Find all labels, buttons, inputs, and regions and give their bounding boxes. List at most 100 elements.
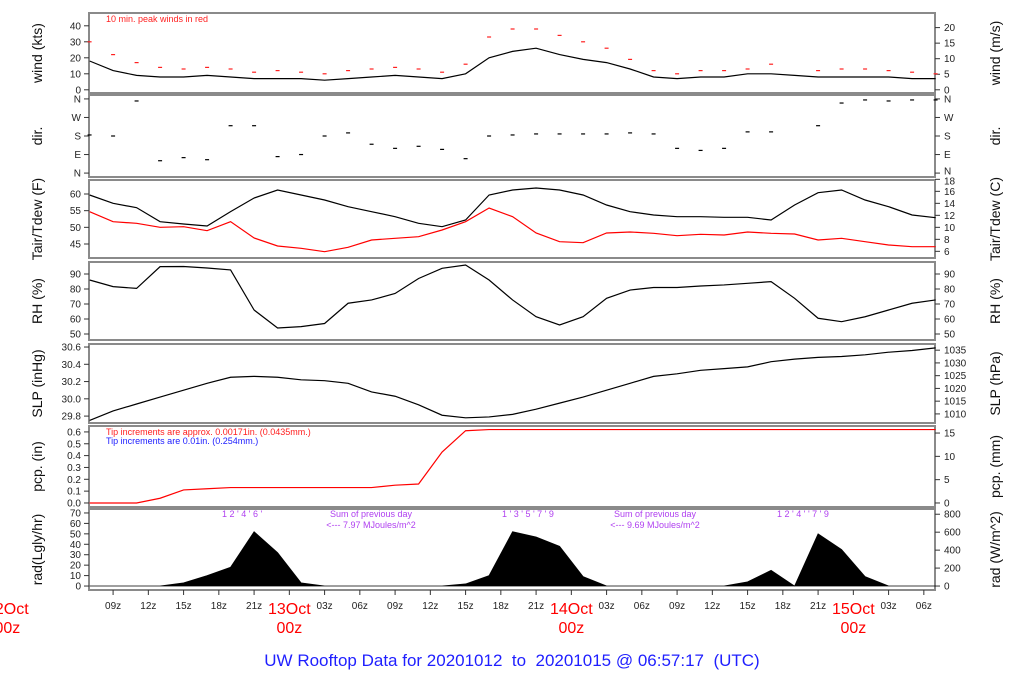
series-line-4-0	[89, 347, 936, 421]
series-area-6-0	[89, 531, 936, 587]
y-axis-label-left: pcp. (in)	[29, 441, 45, 492]
y-axis-label-right: wind (m/s)	[987, 21, 1003, 87]
panel-annotation: 10 min. peak winds in red	[106, 14, 208, 24]
y-tick-label-left: 29.8	[62, 412, 82, 423]
y-tick-label-right: 1015	[944, 397, 967, 408]
series-line-2-1	[89, 207, 936, 253]
series-line-3-0	[89, 264, 936, 329]
y-tick-label-left: 45	[70, 240, 82, 251]
y-tick-label-right: 1030	[944, 358, 967, 369]
y-tick-label-right: 0	[944, 582, 950, 593]
x-tick-label: 18z	[775, 601, 791, 612]
hour-marks: 1 ' 3 ' 5 ' 7 ' 9	[502, 509, 554, 519]
series-line-5-0	[89, 428, 936, 504]
y-tick-label-right: 10	[944, 223, 956, 234]
y-tick-label-left: 60	[70, 519, 82, 530]
y-tick-label-left: 10	[70, 571, 82, 582]
y-tick-label-left: 30.4	[62, 360, 82, 371]
y-tick-label-right: E	[944, 150, 951, 161]
y-tick-label-left: N	[74, 94, 81, 105]
x-tick-label: 09z	[105, 601, 121, 612]
x-tick-label: 06z	[916, 601, 932, 612]
y-tick-label-left: 60	[70, 190, 82, 201]
y-tick-label-left: 60	[70, 315, 82, 326]
x-tick-label: 12z	[422, 601, 438, 612]
panel-annotation: Tip increments are approx. 0.00171in. (0…	[106, 427, 311, 437]
y-axis-label-left: dir.	[29, 127, 45, 146]
y-tick-label-left: 0.5	[67, 439, 81, 450]
y-axis-label-right: SLP (hPa)	[987, 351, 1003, 415]
y-tick-label-right: 16	[944, 187, 956, 198]
y-tick-label-right: 50	[944, 330, 956, 341]
y-tick-label-left: 0.3	[67, 463, 81, 474]
x-tick-label: 06z	[352, 601, 368, 612]
hour-marks: 1 2 ' 4 ' 6 '	[222, 509, 262, 519]
y-tick-label-right: 14	[944, 199, 956, 210]
y-axis-label-right: rad (W/m^2)	[987, 511, 1003, 588]
y-tick-label-left: 0.1	[67, 487, 81, 498]
y-tick-label-right: 5	[944, 70, 950, 81]
y-axis-label-left: rad(Lgly/hr)	[29, 514, 45, 586]
series-line-0-0	[89, 47, 936, 81]
y-tick-label-right: 15	[944, 429, 956, 440]
panel-frame-5	[88, 425, 936, 508]
y-tick-label-left: 20	[70, 53, 82, 64]
y-tick-label-right: 1035	[944, 346, 967, 357]
y-tick-label-left: 50	[70, 223, 82, 234]
x-tick-label: 09z	[669, 601, 685, 612]
day-label-hour: 00z	[840, 620, 866, 637]
y-tick-label-right: 1010	[944, 409, 967, 420]
y-tick-label-left: 20	[70, 561, 82, 572]
panel-frame-0	[88, 12, 936, 94]
panel-frame-2	[88, 179, 936, 259]
y-axis-label-right: dir.	[987, 127, 1003, 146]
y-tick-label-right: 10	[944, 54, 956, 65]
y-tick-label-right: 90	[944, 270, 956, 281]
daily-sum-value: <--- 9.69 MJoules/m^2	[610, 520, 700, 530]
day-label-date: 15Oct	[832, 601, 875, 618]
y-axis-label-left: Tair/Tdew (F)	[29, 178, 45, 260]
x-tick-label: 06z	[634, 601, 650, 612]
y-tick-label-right: 1025	[944, 371, 967, 382]
y-tick-label-left: 30.2	[62, 377, 82, 388]
y-tick-label-left: 10	[70, 69, 82, 80]
y-tick-label-right: 1020	[944, 384, 967, 395]
x-tick-label: 03z	[317, 601, 333, 612]
y-tick-label-left: E	[74, 150, 81, 161]
y-tick-label-right: 12	[944, 211, 956, 222]
y-tick-label-left: 40	[70, 21, 82, 32]
y-tick-label-right: 0	[944, 498, 950, 509]
y-tick-label-right: W	[944, 113, 954, 124]
daily-sum-value: <--- 7.97 MJoules/m^2	[326, 520, 416, 530]
x-tick-label: 15z	[176, 601, 192, 612]
panel-frame-4	[88, 343, 936, 424]
y-tick-label-right: 20	[944, 23, 956, 34]
y-tick-label-right: N	[944, 167, 951, 178]
x-tick-label: 21z	[528, 601, 544, 612]
y-tick-label-left: 40	[70, 540, 82, 551]
y-tick-label-right: 10	[944, 452, 956, 463]
y-tick-label-right: 15	[944, 39, 956, 50]
x-tick-label: 18z	[493, 601, 509, 612]
y-tick-label-left: 70	[70, 508, 82, 519]
y-tick-label-right: 60	[944, 315, 956, 326]
day-label-date: 14Oct	[550, 601, 593, 618]
x-tick-label: 15z	[740, 601, 756, 612]
y-tick-label-left: 0.4	[67, 451, 81, 462]
daily-sum-label: Sum of previous day	[614, 509, 697, 519]
y-axis-label-left: wind (kts)	[29, 23, 45, 84]
y-tick-label-right: S	[944, 132, 951, 143]
x-tick-label: 03z	[599, 601, 615, 612]
y-tick-label-left: 0	[75, 582, 81, 593]
series-line-2-0	[89, 187, 936, 228]
y-tick-label-right: 600	[944, 528, 961, 539]
y-axis-label-right: pcp. (mm)	[987, 435, 1003, 498]
y-tick-label-right: 800	[944, 510, 961, 521]
y-axis-label-right: RH (%)	[987, 278, 1003, 324]
x-tick-label: 21z	[810, 601, 826, 612]
day-label-hour: 00z	[0, 620, 20, 637]
x-tick-label: 21z	[246, 601, 262, 612]
y-tick-label-right: 200	[944, 564, 961, 575]
y-tick-label-right: 0	[944, 85, 950, 96]
